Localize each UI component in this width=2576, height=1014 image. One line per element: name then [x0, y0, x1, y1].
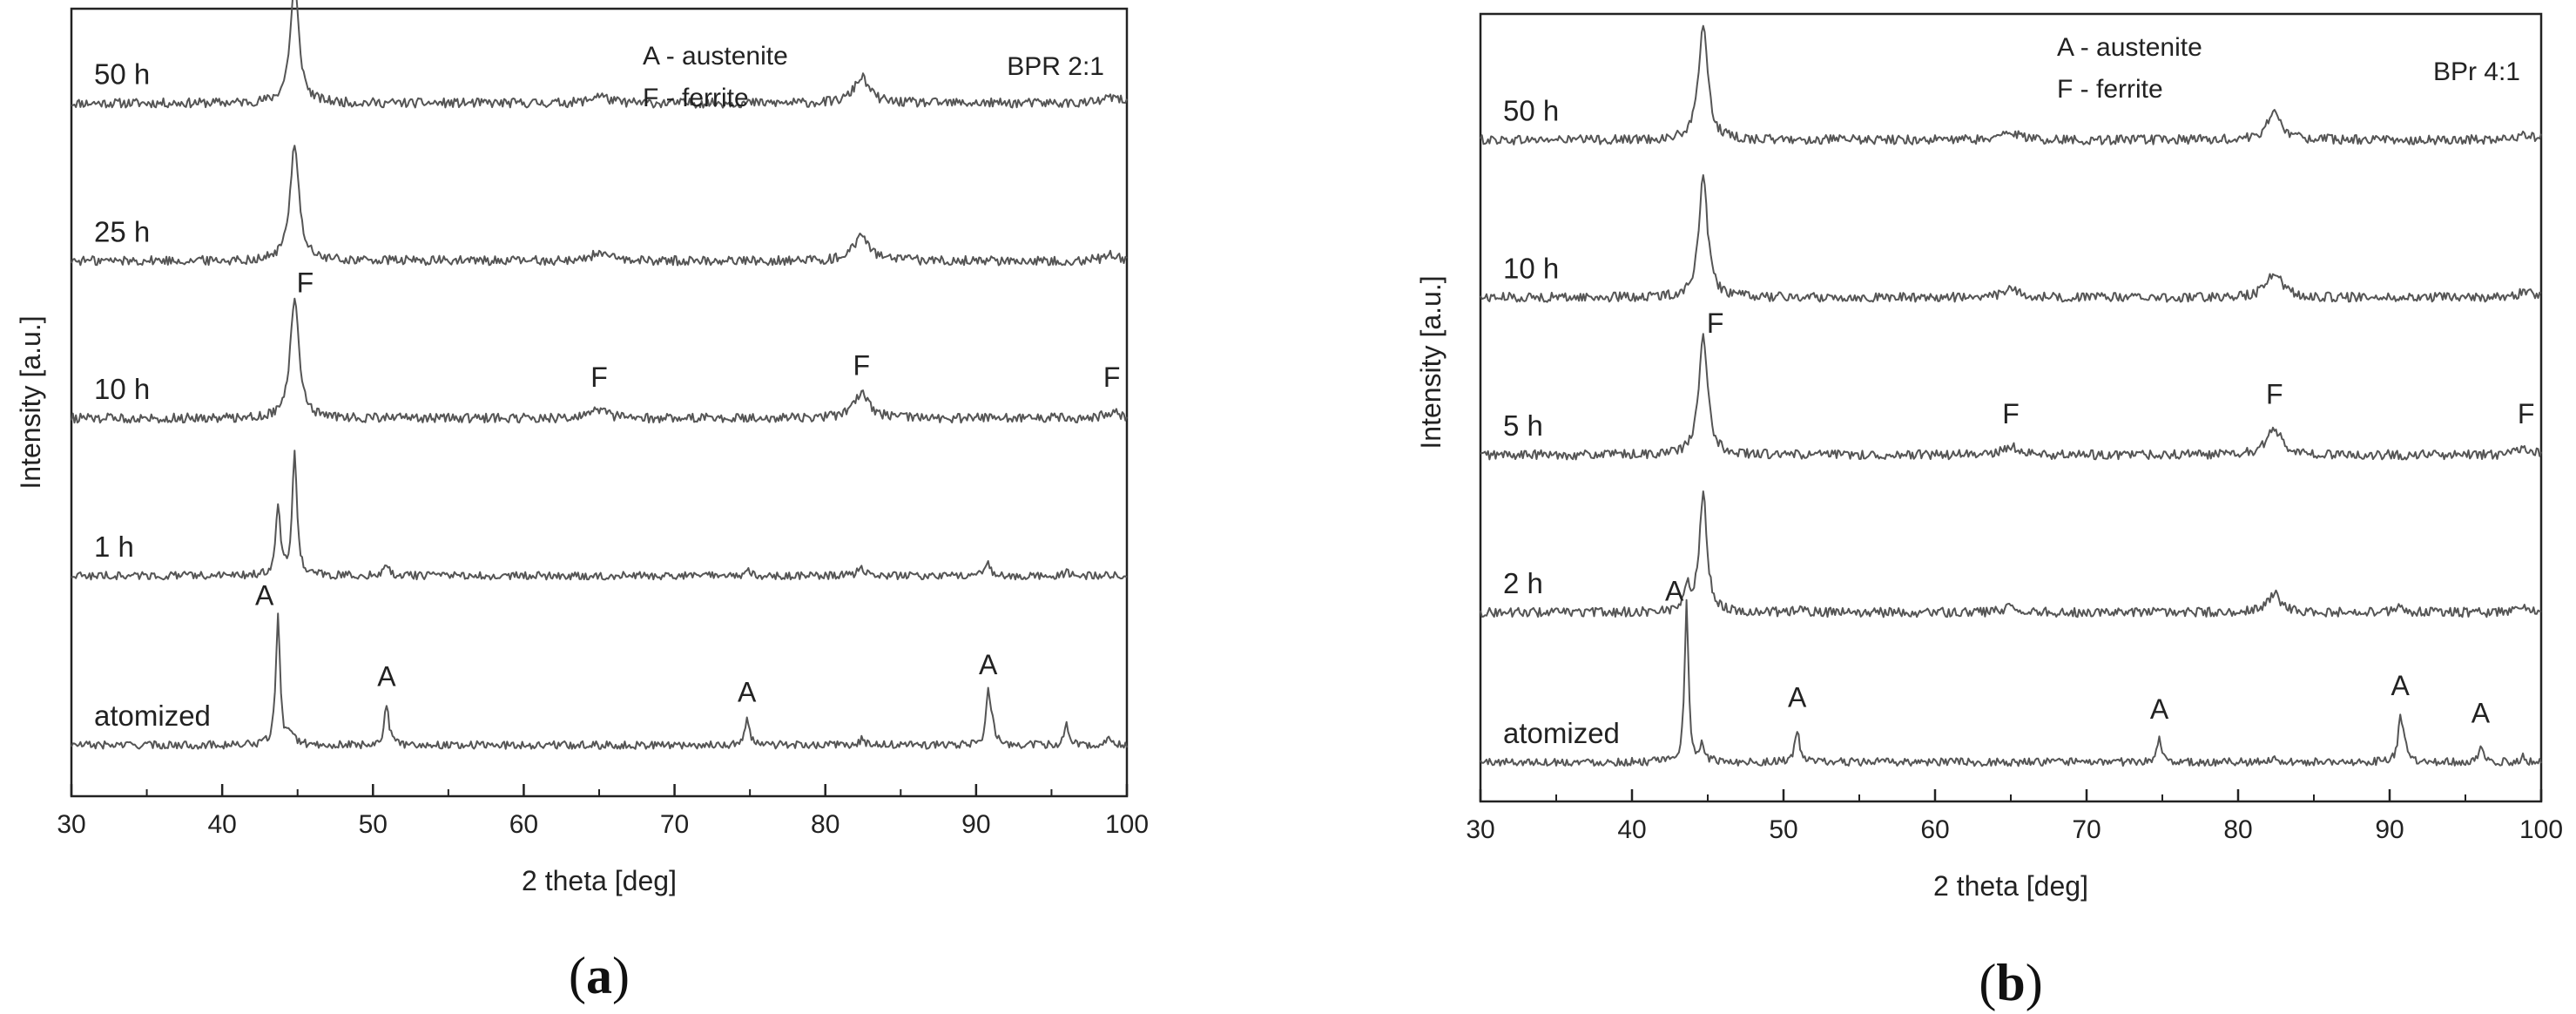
series-trace-atomized — [71, 612, 1128, 750]
panel-a-caption: (a) — [569, 947, 630, 1004]
peak-label: A — [1788, 682, 1807, 713]
peak-label: F — [853, 349, 870, 381]
x-tick-label: 60 — [1920, 815, 1949, 844]
series-label: 25 h — [94, 215, 150, 247]
x-tick-label: 30 — [57, 810, 85, 839]
panel-a-annotations: 50 h 25 h 10 h F F F F 1 h atomized A A A A — [94, 57, 1120, 732]
peak-label: F — [590, 362, 608, 393]
panel-a-y-axis-label: Intensity [a.u.] — [15, 315, 46, 489]
x-tick-label: 90 — [2375, 815, 2404, 844]
x-tick-label: 90 — [961, 810, 990, 839]
x-tick-label: 100 — [2519, 815, 2563, 844]
series-trace-atomized — [1480, 598, 2542, 767]
series-trace-1-h — [71, 450, 1128, 581]
panel-b-annotations: 50 h 10 h 5 h F F F F 2 h atomized A A A A A — [1503, 95, 2534, 749]
series-trace-5-h — [1480, 333, 2542, 461]
peak-label: F — [2266, 378, 2283, 409]
series-trace-10-h — [1480, 174, 2542, 303]
panel-a-legend-ferrite: F - ferrite — [643, 84, 749, 112]
x-tick-label: 80 — [2223, 815, 2252, 844]
peak-label: F — [2002, 398, 2020, 429]
panel-b-x-axis-label: 2 theta [deg] — [1933, 870, 2088, 902]
panel-b-caption-letter: b — [1996, 954, 2025, 1011]
peak-label: A — [738, 677, 757, 708]
x-tick-label: 40 — [1617, 815, 1646, 844]
panel-b-legend-ferrite: F - ferrite — [2057, 75, 2163, 104]
peak-label: F — [1103, 362, 1121, 393]
panel-a-chart: 30 40 50 60 70 80 90 100 50 h 25 h 10 h F F F F 1 h ato… — [15, 0, 1149, 1004]
series-label: atomized — [1503, 717, 1620, 749]
x-tick-label: 70 — [2072, 815, 2101, 844]
panel-b-chart: 30 40 50 60 70 80 90 100 50 h 10 h 5 h F F F F 2 h atom… — [1415, 12, 2563, 1011]
x-tick-label: 100 — [1105, 810, 1149, 839]
peak-label: F — [2518, 398, 2535, 429]
series-label: 10 h — [94, 373, 150, 405]
peak-label: A — [2391, 670, 2411, 701]
peak-label: A — [377, 660, 396, 692]
series-label: 10 h — [1503, 252, 1559, 284]
series-trace-2-h — [1480, 490, 2542, 619]
series-label: 2 h — [1503, 567, 1543, 599]
peak-label: F — [1707, 308, 1724, 339]
series-trace-25-h — [71, 145, 1128, 267]
peak-label: A — [255, 579, 274, 611]
panel-b-x-ticks: 30 40 50 60 70 80 90 100 — [1466, 789, 2563, 844]
panel-a-x-ticks: 30 40 50 60 70 80 90 100 — [57, 784, 1149, 839]
peak-label: F — [297, 267, 314, 298]
x-tick-label: 60 — [509, 810, 538, 839]
x-tick-label: 50 — [359, 810, 388, 839]
series-trace-50-h — [1480, 24, 2542, 145]
panel-a-caption-letter: a — [586, 947, 612, 1004]
panel-b-traces — [1480, 24, 2542, 767]
peak-label: A — [2150, 693, 2169, 725]
peak-label: A — [1665, 575, 1684, 606]
x-tick-label: 70 — [660, 810, 689, 839]
x-tick-label: 40 — [207, 810, 236, 839]
panel-b-legend-austenite: A - austenite — [2057, 33, 2202, 62]
series-label: 50 h — [1503, 95, 1559, 127]
series-label: 5 h — [1503, 409, 1543, 442]
x-tick-label: 80 — [811, 810, 840, 839]
panel-a-ratio-tag: BPR 2:1 — [1007, 52, 1104, 81]
x-tick-label: 50 — [1769, 815, 1797, 844]
series-label: 50 h — [94, 57, 150, 90]
panel-b-ratio-tag: BPr 4:1 — [2433, 57, 2520, 86]
series-label: 1 h — [94, 531, 134, 563]
series-label: atomized — [94, 700, 211, 732]
series-trace-10-h — [71, 297, 1128, 424]
series-trace-50-h — [71, 0, 1128, 109]
peak-label: A — [979, 649, 998, 680]
panel-b-caption: (b) — [1979, 954, 2042, 1011]
panel-b-y-axis-label: Intensity [a.u.] — [1415, 275, 1446, 449]
x-tick-label: 30 — [1466, 815, 1494, 844]
panel-a-x-axis-label: 2 theta [deg] — [522, 865, 677, 896]
panel-a-traces — [71, 0, 1128, 750]
panel-a-legend-austenite: A - austenite — [643, 42, 788, 71]
peak-label: A — [2471, 698, 2491, 729]
panel-a-plot-frame — [70, 7, 1129, 798]
